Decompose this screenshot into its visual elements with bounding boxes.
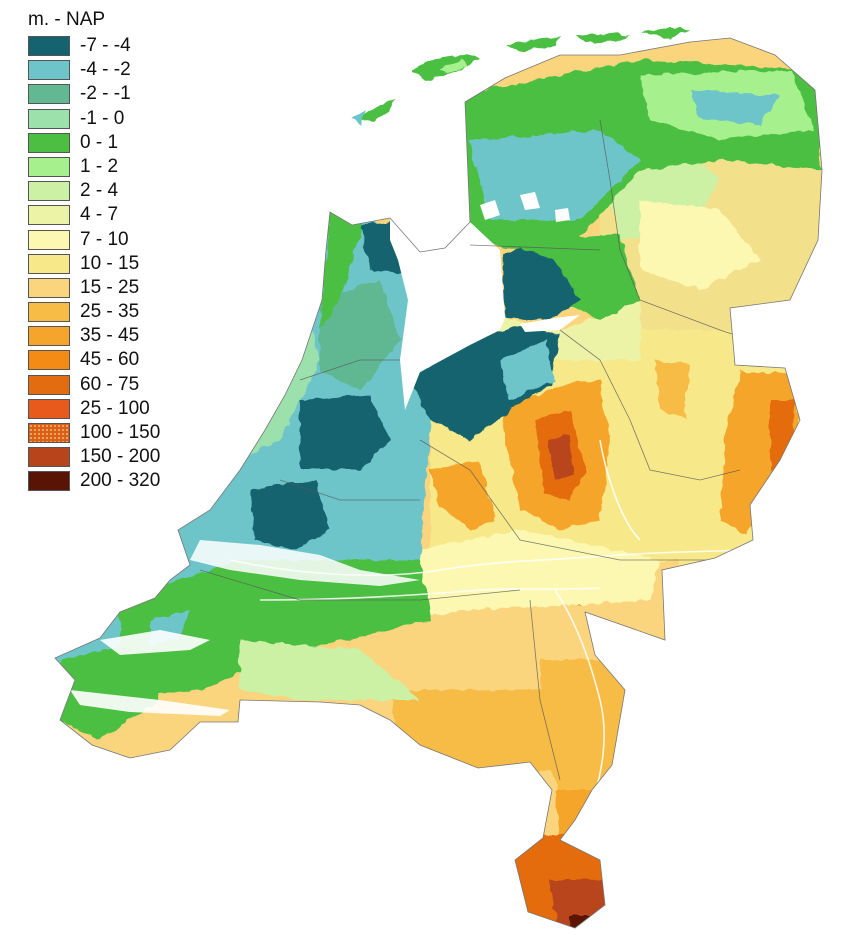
legend-item: 200 - 320 (28, 469, 160, 493)
legend-item: 10 - 15 (28, 252, 139, 276)
legend-swatch (28, 471, 70, 492)
legend-swatch (28, 326, 70, 347)
legend-item: -7 - -4 (28, 34, 131, 58)
legend-item: -2 - -1 (28, 82, 131, 106)
legend-label: -7 - -4 (80, 35, 131, 56)
legend-swatch (28, 156, 70, 177)
legend-label: 2 - 4 (80, 180, 119, 202)
legend-label: -2 - -1 (80, 83, 131, 105)
wadden-islands (352, 28, 690, 124)
legend-label: 7 - 10 (80, 228, 129, 250)
legend-item: 45 - 60 (28, 348, 139, 372)
legend-label: 25 - 100 (80, 397, 150, 419)
legend-swatch (28, 108, 70, 129)
legend-swatch (28, 132, 70, 153)
legend-label: 0 - 1 (80, 131, 119, 153)
legend-label: 60 - 75 (80, 373, 140, 395)
legend-swatch (28, 447, 70, 468)
legend-label: 15 - 25 (80, 276, 140, 298)
legend-swatch (28, 277, 70, 298)
legend-label: 10 - 15 (80, 252, 140, 274)
legend-item: 150 - 200 (28, 445, 160, 469)
legend-swatch (28, 84, 70, 105)
legend-label: 35 - 45 (80, 325, 140, 347)
legend-item: 0 - 1 (28, 131, 118, 155)
legend-swatch (28, 423, 70, 443)
legend-item: 2 - 4 (28, 179, 118, 203)
legend-label: -4 - -2 (80, 59, 131, 81)
legend-item: 25 - 100 (28, 397, 150, 421)
legend-label: 200 - 320 (80, 470, 161, 492)
legend-item: 4 - 7 (28, 203, 118, 227)
legend-item: 1 - 2 (28, 155, 118, 179)
legend-item: 35 - 45 (28, 324, 139, 348)
legend-label: 25 - 35 (80, 301, 140, 323)
legend-label: 100 - 150 (80, 422, 161, 443)
legend-swatch (28, 205, 70, 226)
legend-item: 25 - 35 (28, 300, 139, 324)
legend-swatch (28, 398, 70, 419)
legend-swatch (28, 36, 70, 56)
legend-item: -4 - -2 (28, 58, 131, 82)
legend-label: -1 - 0 (80, 107, 125, 129)
legend-swatch (28, 229, 70, 250)
legend-title: m. - NAP (28, 9, 106, 30)
legend-swatch (28, 374, 70, 395)
legend-swatch (28, 253, 70, 274)
legend-label: 150 - 200 (80, 446, 161, 468)
legend-label: 45 - 60 (80, 349, 140, 371)
legend-item: 60 - 75 (28, 373, 139, 397)
legend-swatch (28, 60, 70, 81)
legend-label: 4 - 7 (80, 204, 119, 226)
legend-label: 1 - 2 (80, 155, 119, 177)
legend-item: 7 - 10 (28, 228, 129, 252)
legend-swatch (28, 181, 70, 202)
legend-item: 15 - 25 (28, 276, 139, 300)
legend-item: 100 - 150 (28, 421, 160, 445)
legend-swatch (28, 350, 70, 371)
legend-swatch (28, 302, 70, 323)
legend-item: -1 - 0 (28, 107, 124, 131)
